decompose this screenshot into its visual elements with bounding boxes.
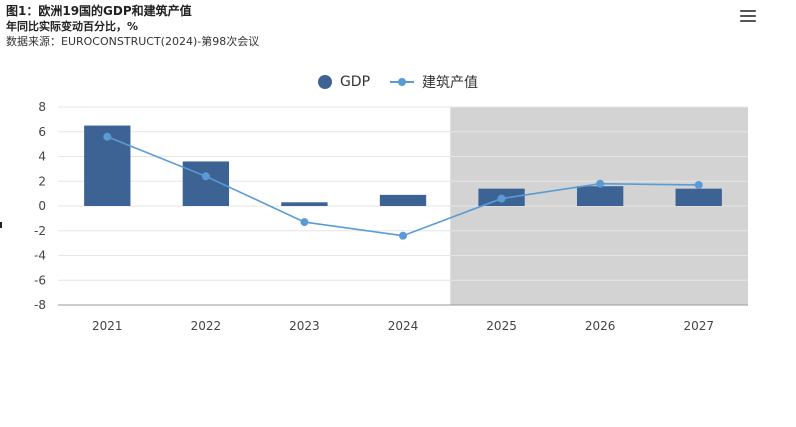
chart-title: 图1：欧洲19国的GDP和建筑产值 <box>6 4 192 18</box>
legend-line-marker-icon <box>390 75 415 89</box>
edge-marker <box>0 222 2 228</box>
x-tick-label: 2023 <box>289 319 320 333</box>
y-tick-label: -2 <box>34 224 46 238</box>
legend-item-gdp[interactable]: GDP <box>317 72 371 92</box>
x-tick-label: 2025 <box>486 319 517 333</box>
construction-point <box>497 194 506 203</box>
construction-point <box>201 172 210 181</box>
y-tick-label: 8 <box>38 100 46 114</box>
y-tick-label: 6 <box>38 125 46 139</box>
y-tick-label: -6 <box>34 273 46 287</box>
x-tick-label: 2022 <box>191 319 222 333</box>
legend-label-gdp: GDP <box>339 74 371 90</box>
gdp-bar <box>281 202 328 206</box>
gdp-bar <box>576 186 624 206</box>
legend-bar-swatch-icon <box>317 75 332 89</box>
y-tick-label: -8 <box>34 298 46 312</box>
chart-header: 图1：欧洲19国的GDP和建筑产值 年同比实际变动百分比，% 数据来源：EURO… <box>6 4 259 49</box>
construction-point <box>596 179 605 188</box>
legend-item-construction[interactable]: 建筑产值 <box>390 72 478 92</box>
x-tick-label: 2026 <box>585 319 616 333</box>
chart-source: 数据来源：EUROCONSTRUCT(2024)-第98次会议 <box>6 35 260 48</box>
hamburger-menu-icon[interactable] <box>740 10 756 24</box>
gdp-bar <box>379 194 427 206</box>
y-tick-label: 0 <box>38 199 46 213</box>
x-tick-label: 2021 <box>92 319 123 333</box>
chart-subtitle: 年同比实际变动百分比，% <box>6 20 139 33</box>
construction-point <box>399 231 407 240</box>
x-tick-label: 2027 <box>683 319 714 333</box>
y-tick-label: 2 <box>38 174 46 188</box>
construction-point <box>694 180 703 189</box>
y-tick-label: 4 <box>38 150 46 164</box>
x-tick-label: 2024 <box>388 319 419 333</box>
construction-point <box>300 218 309 227</box>
y-tick-label: -4 <box>34 249 46 263</box>
chart-legend: GDP 建筑产值 <box>0 72 796 92</box>
gdp-bar <box>675 188 722 206</box>
construction-point <box>103 132 112 141</box>
legend-label-construction: 建筑产值 <box>422 75 479 91</box>
